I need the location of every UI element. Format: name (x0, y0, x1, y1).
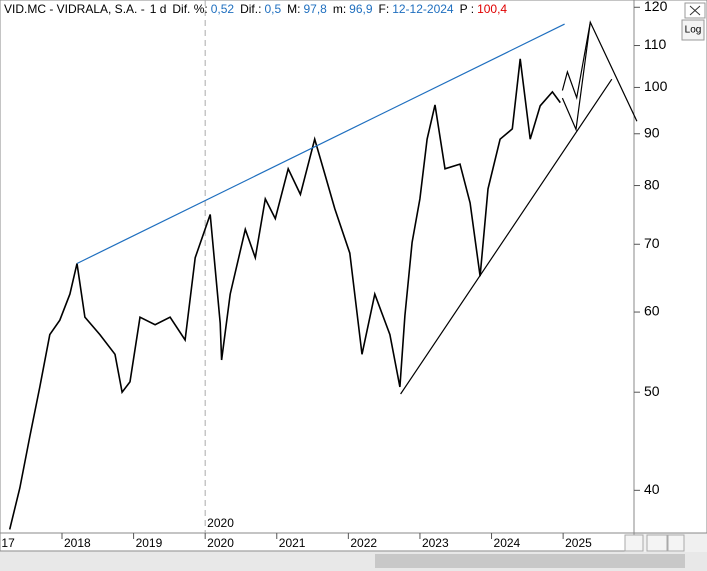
x-tick-label: 2018 (64, 536, 91, 550)
y-tick-label: 120 (644, 0, 668, 14)
x-tick-label: 2025 (565, 536, 592, 550)
x-axis-area (0, 532, 635, 552)
y-tick-label: 60 (644, 303, 660, 319)
field-label: Dif.: (240, 2, 261, 16)
trendline (400, 78, 613, 395)
symbol: VID.MC - VIDRALA, S.A. - (4, 2, 145, 16)
field-label: Dif. %: (172, 2, 207, 16)
field-label: F: (379, 2, 390, 16)
y-tick-label: 110 (644, 36, 667, 52)
y-tick-label: 40 (644, 481, 660, 497)
log-label: Log (685, 25, 702, 36)
y-tick-label: 50 (644, 383, 660, 399)
y-tick-label: 100 (644, 78, 668, 94)
x-tick-label: 2019 (136, 536, 163, 550)
zoom-button[interactable] (624, 534, 644, 552)
pin-button[interactable] (667, 534, 685, 552)
x-axis: 17 2018 2019 2020 2021 2022 2023 2024 2025 (1, 533, 592, 550)
log-button[interactable] (681, 19, 705, 41)
x-tick-label: 2023 (422, 536, 449, 550)
field-value: 96,9 (349, 2, 373, 16)
field-value: 12-12-2024 (392, 2, 454, 16)
y-axis-area (633, 0, 707, 534)
field-value: 0,52 (211, 2, 235, 16)
y-tick-label: 70 (644, 235, 660, 251)
x-tick-label: 2022 (350, 536, 377, 550)
field-value: 100,4 (477, 2, 507, 16)
trendline (561, 20, 638, 132)
field-label: P : (460, 2, 474, 16)
scroll-thumb[interactable] (375, 554, 685, 568)
field-value: 0,5 (264, 2, 281, 16)
marker-label: 2020 (207, 516, 234, 530)
period: 1 d (150, 2, 167, 16)
x-tick-label: 2020 (207, 536, 234, 550)
field-label: M: (287, 2, 300, 16)
header: VID.MC - VIDRALA, S.A. - 1 d Dif. %: 0,52 Di… (4, 2, 507, 16)
price-line (8, 58, 561, 530)
x-tick-label: 17 (1, 536, 15, 550)
trendline (76, 23, 565, 265)
x-tick-label: 2021 (279, 536, 306, 550)
plot-area (0, 0, 635, 534)
x-tick-label: 2024 (494, 536, 521, 550)
save-button[interactable] (646, 534, 668, 552)
y-tick-label: 90 (644, 124, 660, 140)
y-tick-label: 80 (644, 176, 660, 192)
close-icon (689, 5, 701, 16)
field-label: m: (333, 2, 346, 16)
trendline (561, 22, 591, 101)
plot (8, 0, 638, 533)
field-value: 97,8 (303, 2, 327, 16)
